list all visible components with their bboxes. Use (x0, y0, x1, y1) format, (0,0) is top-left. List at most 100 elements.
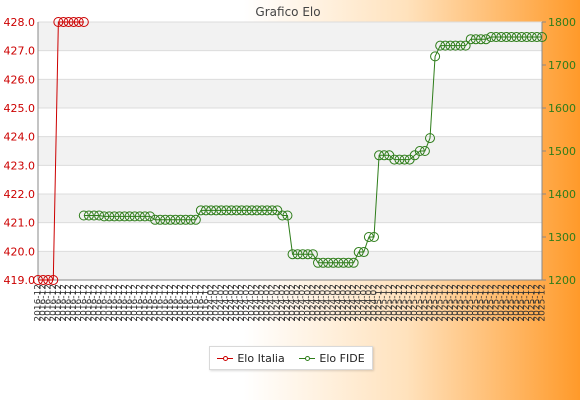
x-tick-label: 2016-12 (171, 284, 181, 322)
data-point (282, 210, 293, 221)
data-point (175, 214, 186, 225)
x-tick-label: 2016-12 (44, 284, 54, 322)
data-point (262, 205, 273, 216)
x-tick-label: 2016-12 (105, 284, 115, 322)
data-point (338, 257, 349, 268)
x-tick-label: 2016-12 (59, 284, 69, 322)
x-tick-label: 2025-12 (436, 284, 446, 322)
x-tick-label: 2025-12 (471, 284, 481, 322)
data-point (195, 205, 206, 216)
data-point (251, 205, 262, 216)
x-tick-label: 2025-12 (487, 284, 497, 322)
data-point (445, 40, 456, 51)
x-tick-label: 2024-02 (247, 284, 257, 322)
data-point (414, 146, 425, 156)
data-point (526, 32, 537, 43)
data-point (486, 32, 497, 43)
data-point (206, 205, 217, 216)
data-point (48, 275, 59, 285)
x-tick-label: 2024-02 (217, 284, 227, 322)
y-left-tick-label: 427.0 (4, 45, 36, 58)
x-tick-label: 2025-12 (461, 284, 471, 322)
data-point (73, 17, 84, 27)
x-tick-label: 2024-02 (339, 284, 349, 322)
x-tick-label: 2024-02 (242, 284, 252, 322)
x-tick-label: 2016-12 (146, 284, 156, 322)
data-point (267, 205, 278, 216)
data-point (465, 34, 476, 45)
x-tick-label: 2024-02 (212, 284, 222, 322)
chart-title: Grafico Elo (255, 5, 320, 19)
x-tick-label: 2025-12 (476, 284, 486, 322)
data-point (104, 211, 115, 222)
data-point (89, 210, 99, 221)
data-point (430, 51, 441, 62)
x-tick-label: 2024-02 (278, 284, 288, 322)
x-tick-label: 2016-12 (49, 284, 59, 322)
data-point (68, 17, 79, 27)
data-point (129, 211, 140, 222)
x-tick-label: 2025-12 (446, 284, 456, 322)
data-point (33, 275, 43, 285)
x-tick-label: 2016-12 (151, 284, 161, 322)
grid-band (38, 22, 542, 51)
data-point (363, 232, 374, 242)
data-point (236, 205, 247, 216)
data-point (496, 32, 507, 43)
data-point (394, 154, 405, 165)
x-tick-label: 2024-02 (329, 284, 339, 322)
data-point (119, 211, 130, 222)
data-point (353, 247, 364, 258)
data-point (302, 249, 313, 260)
x-tick-label: 2025-12 (522, 284, 532, 322)
x-tick-label: 2025-12 (497, 284, 507, 322)
x-tick-label: 2025-12 (502, 284, 512, 322)
data-point (38, 275, 49, 285)
data-point (389, 154, 400, 165)
x-tick-label: 2016-12 (69, 284, 79, 322)
data-point (43, 275, 54, 285)
series-line-0 (38, 21, 84, 281)
data-point (277, 210, 288, 221)
data-point (307, 249, 318, 260)
data-point (201, 205, 211, 216)
y-axis-left: 419.0 420.0 421.0 422.0 423.0 424.0 425.0 426.0… (4, 16, 36, 287)
x-tick-label: 2016-12 (120, 284, 130, 322)
data-point (231, 205, 242, 216)
y-right-tick-label: 1500 (548, 145, 576, 158)
data-point (481, 34, 491, 45)
x-tick-label: 2025-12 (380, 284, 390, 322)
data-point (78, 210, 89, 221)
data-point (425, 133, 435, 144)
x-tick-label: 2016-12 (95, 284, 105, 322)
data-point (170, 214, 181, 225)
x-tick-label: 2016-12 (125, 284, 135, 322)
x-tick-label: 2025-12 (420, 284, 430, 322)
data-point (460, 40, 471, 51)
x-tick-label: 2016-12 (191, 284, 201, 322)
data-point (94, 210, 105, 221)
data-point (521, 32, 532, 43)
data-point (318, 257, 329, 268)
x-axis: 2016-122016-122016-122016-122016-122016-… (34, 284, 548, 322)
x-tick-label: 2025-12 (466, 284, 476, 322)
series-line-1 (83, 36, 542, 264)
x-tick-label: 2025-12 (426, 284, 436, 322)
data-point (185, 214, 196, 225)
x-tick-label: 2024-02 (324, 284, 334, 322)
x-tick-label: 2016-12 (186, 284, 196, 322)
y-axis-right: 1200 1300 1400 1500 1600 1700 1800 (542, 16, 576, 287)
data-point (531, 32, 542, 43)
series-layer (33, 17, 547, 285)
x-tick-label: 2016-12 (100, 284, 110, 322)
legend-item-elo-italia: Elo Italia (217, 352, 285, 365)
data-point (379, 150, 390, 161)
data-point (145, 211, 155, 222)
x-tick-label: 2016-12 (90, 284, 100, 322)
data-point (180, 214, 191, 225)
grid-band (38, 79, 542, 108)
data-point (165, 214, 176, 225)
x-tick-label: 2016-12 (64, 284, 74, 322)
x-tick-label: 2025-12 (441, 284, 451, 322)
